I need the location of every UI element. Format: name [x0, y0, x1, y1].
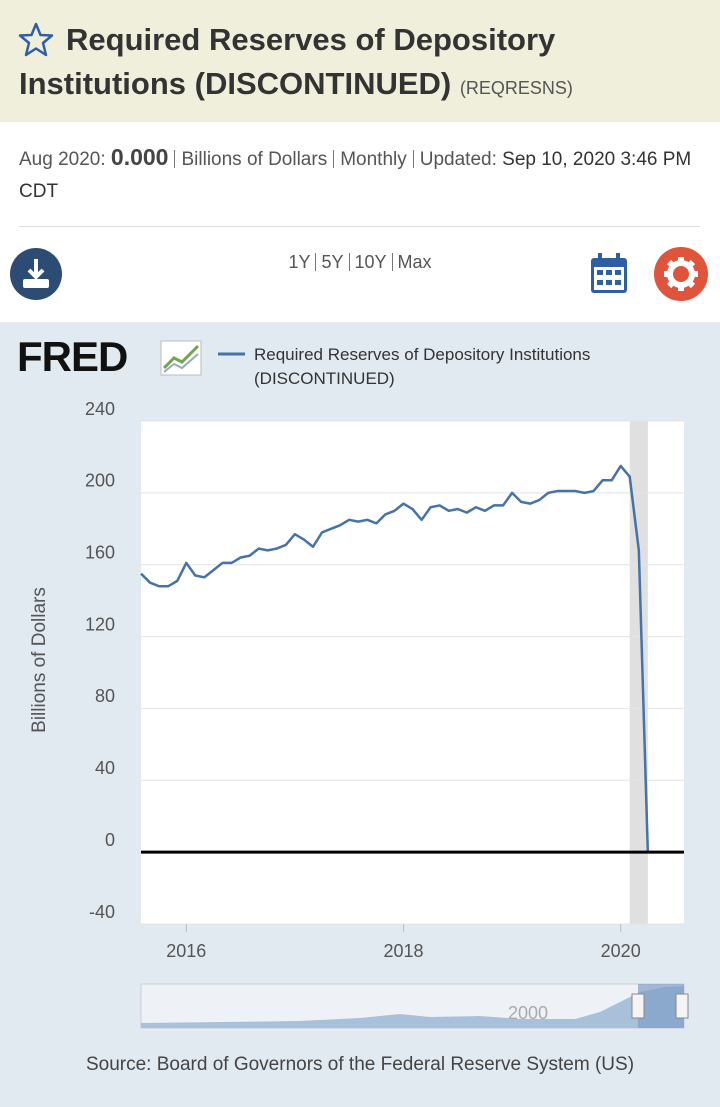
- logo-icon: [160, 340, 202, 376]
- summary: Aug 2020: 0.000 Billions of Dollars Monthl…: [19, 141, 699, 208]
- divider: [19, 226, 700, 227]
- navigator-handle[interactable]: [675, 993, 689, 1019]
- obs-value: 0.000: [110, 144, 169, 170]
- header: [0, 0, 720, 122]
- range-max[interactable]: Max: [397, 252, 432, 272]
- chart: 2000 Billions of Dollars -40 0 40 80 120 160 2…: [29, 352, 689, 1029]
- x-tick-label: 2020: [601, 941, 641, 961]
- source: Source: Board of Governors of the Federa…: [85, 1054, 635, 1075]
- y-axis-title: Billions of Dollars: [29, 587, 50, 733]
- y-tick-label: 200: [85, 471, 115, 491]
- series-line: [140, 464, 684, 854]
- logo: FRED: [17, 333, 128, 380]
- navigator-tick: 2000: [508, 1003, 548, 1023]
- recession-shading: [629, 421, 648, 924]
- navigator-series: [141, 986, 684, 1028]
- navigator-handle[interactable]: [631, 993, 645, 1019]
- range-5y[interactable]: 5Y: [321, 252, 344, 272]
- y-tick-label: 0: [105, 830, 115, 850]
- series-id: (REQRESNS): [459, 78, 573, 98]
- x-tick-label: 2018: [383, 941, 423, 961]
- updated-label: Updated:: [419, 149, 497, 170]
- title-text: Required Reserves of Depository Institut…: [19, 22, 556, 101]
- range-selector: 1Y 5Y 10Y Max: [200, 252, 520, 273]
- y-tick-label: 40: [95, 758, 115, 778]
- y-tick-label: 80: [95, 686, 115, 706]
- calendar-button[interactable]: [590, 252, 628, 294]
- updated: Sep 10, 2020 3:46 PM CDT: [19, 149, 692, 202]
- y-tick-label: 160: [85, 542, 115, 562]
- y-tick-label: -40: [89, 902, 115, 922]
- settings-button[interactable]: [654, 247, 708, 301]
- range-10y[interactable]: 10Y: [354, 252, 387, 272]
- legend-label: Required Reserves of Depository Institut…: [254, 345, 591, 388]
- range-1y[interactable]: 1Y: [288, 252, 311, 272]
- y-tick-label: 240: [85, 399, 115, 419]
- title: Required Reserves of Depository Institut…: [19, 18, 659, 110]
- plot-background: [141, 421, 684, 924]
- obs-date: Aug 2020:: [19, 149, 106, 170]
- y-tick-label: 120: [85, 614, 115, 634]
- x-tick-label: 2016: [166, 941, 206, 961]
- favorite-star[interactable]: [18, 22, 54, 58]
- frequency: Monthly: [340, 149, 407, 170]
- download-button[interactable]: [10, 248, 62, 300]
- units: Billions of Dollars: [181, 149, 328, 170]
